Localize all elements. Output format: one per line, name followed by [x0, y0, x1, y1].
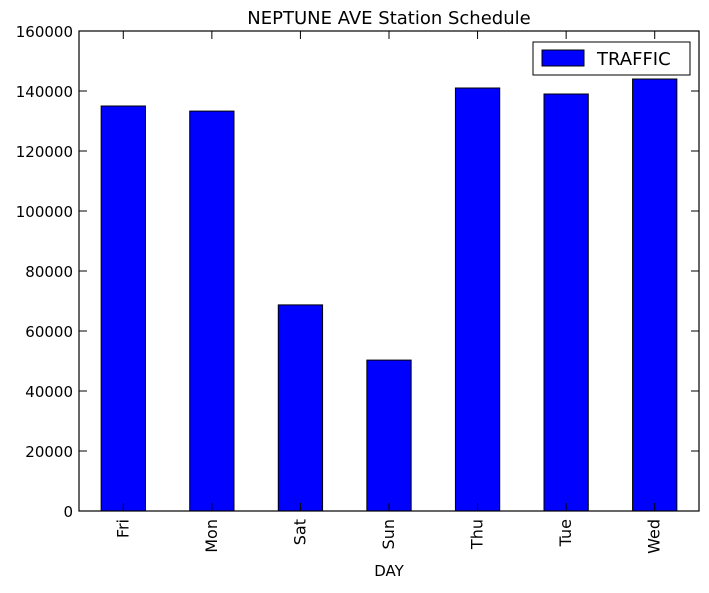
y-tick-label: 40000: [25, 383, 73, 401]
x-axis-label: DAY: [374, 562, 404, 580]
y-tick-label: 60000: [25, 323, 73, 341]
bar-mon: [189, 110, 235, 512]
x-tick-label-thu: Thu: [468, 519, 487, 550]
bars-group: [100, 78, 678, 512]
y-tick-label: 140000: [16, 83, 73, 101]
bar-fri: [100, 105, 146, 512]
bar-thu: [454, 87, 501, 512]
x-tick-label-fri: Fri: [113, 519, 132, 538]
x-tick-label-sun: Sun: [379, 519, 398, 549]
legend-swatch-traffic: [541, 49, 585, 67]
x-axis-ticks: Fri Mon Sat Sun Thu Tue Wed: [113, 31, 664, 554]
chart-title: NEPTUNE AVE Station Schedule: [247, 8, 530, 29]
x-tick-label-sat: Sat: [290, 519, 309, 545]
legend: TRAFFIC: [532, 41, 691, 76]
y-tick-label: 20000: [25, 443, 73, 461]
x-tick-label-mon: Mon: [202, 519, 221, 553]
bar-sat: [277, 304, 324, 512]
y-tick-label: 120000: [16, 143, 73, 161]
legend-label-traffic: TRAFFIC: [596, 49, 671, 70]
x-tick-label-tue: Tue: [556, 519, 575, 547]
bar-wed: [632, 78, 678, 512]
y-tick-label: 100000: [16, 203, 73, 221]
x-tick-label-wed: Wed: [645, 519, 664, 554]
y-tick-label: 80000: [25, 263, 73, 281]
y-axis-ticks: 0 20000 40000 60000 80000 100000 120000 140000 1…: [16, 23, 699, 521]
y-tick-label: 0: [63, 503, 73, 521]
y-tick-label: 160000: [16, 23, 73, 41]
bar-tue: [543, 93, 589, 512]
bar-sun: [366, 359, 412, 512]
